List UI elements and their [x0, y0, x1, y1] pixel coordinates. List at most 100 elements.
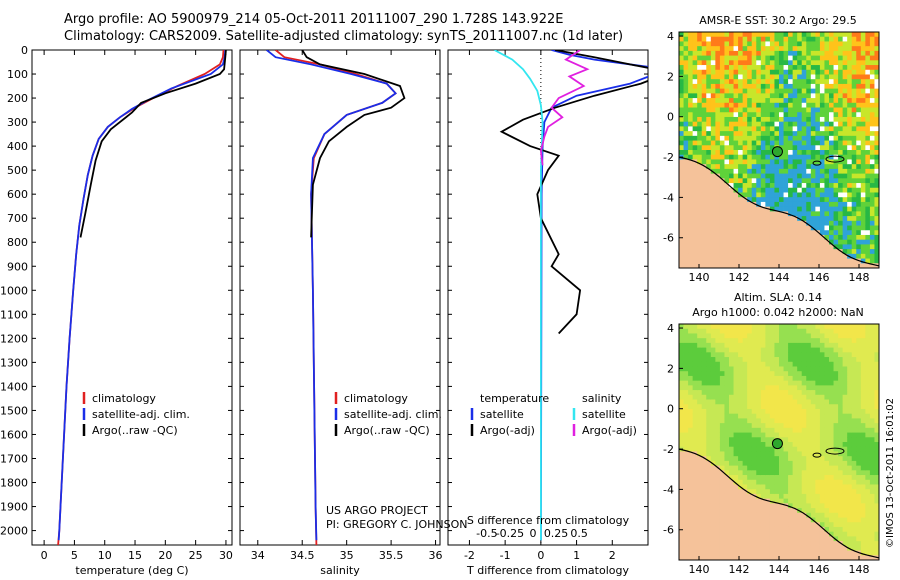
sst-map-cell [697, 201, 703, 208]
sst-map-cell [865, 173, 871, 179]
sla-map-cell [769, 522, 775, 528]
sst-map-cell [806, 107, 812, 113]
sla-map-cell [733, 545, 739, 551]
sst-map-cell [838, 168, 844, 174]
sst-map-cell [797, 69, 803, 75]
sst-map-cell [683, 112, 689, 118]
sst-map-cell [869, 211, 875, 217]
sla-map-cell [697, 328, 703, 334]
sst-map-cell [765, 145, 771, 151]
sst-map-cell [788, 206, 794, 212]
sla-map-cell [779, 484, 784, 490]
sla-map-cell [829, 375, 834, 382]
sst-map-cell [719, 183, 725, 189]
sla-map-cell [801, 541, 807, 547]
sla-map-cell [729, 442, 734, 448]
sst-map-cell [719, 187, 725, 193]
sst-map-cell [692, 98, 698, 104]
sst-map-cell [806, 253, 812, 259]
sla-map-cell [797, 352, 803, 358]
sla-map-cell [701, 342, 707, 348]
sla-map-cell [842, 550, 848, 556]
sst-map-cell [751, 98, 757, 104]
sla-map-cell [756, 522, 762, 528]
sla-map-cell [783, 442, 789, 448]
sst-map-cell [838, 50, 844, 56]
sst-map-cell [724, 234, 730, 241]
sla-map-cell [683, 508, 689, 514]
sst-map-cell [833, 253, 839, 259]
sla-map-cell [747, 512, 753, 518]
sla-map-cell [692, 522, 698, 528]
sst-map-cell [829, 244, 834, 250]
sst-map-cell [851, 187, 857, 193]
sst-map-cell [715, 46, 721, 52]
sla-map-cell [792, 526, 798, 533]
sst-map-cell [856, 126, 862, 132]
sla-map-cell [765, 451, 771, 457]
sst-map-cell [824, 187, 830, 193]
sla-map-cell [829, 531, 834, 537]
sst-map-cell [701, 55, 707, 61]
sst-map-cell [724, 225, 730, 231]
sla-map-cell [760, 324, 766, 330]
sst-map-cell [842, 211, 848, 217]
sst-map-cell [756, 41, 762, 47]
sst-map-cell [792, 102, 798, 108]
sst-map-cell [706, 69, 712, 75]
sst-map-cell [806, 159, 812, 165]
sla-map-cell [692, 347, 698, 353]
sst-map-cell [724, 41, 730, 47]
sst-map-cell [710, 69, 716, 75]
sla-map-cell [779, 555, 784, 560]
sst-map-cell [815, 88, 821, 94]
sla-map-cell [724, 375, 730, 382]
depth-tick-label: 1300 [0, 356, 28, 369]
sst-map-cell [715, 88, 721, 94]
sst-map-cell [819, 173, 825, 179]
sst-map-cell [701, 216, 707, 222]
sst-map-cell [715, 150, 721, 156]
sst-map-cell [679, 46, 684, 52]
sla-map-cell [774, 536, 780, 542]
sst-map-cell [792, 145, 798, 151]
sla-map-cell [774, 470, 780, 476]
sla-map-cell [710, 451, 716, 457]
sla-map-cell [819, 545, 825, 551]
sst-map-cell [724, 131, 730, 137]
sst-map-cell [742, 107, 748, 113]
sst-map-cell [801, 154, 807, 160]
sla-map-cell [797, 522, 803, 528]
sla-map-cell [751, 545, 757, 551]
sla-map-cell [679, 460, 684, 466]
sla-map-cell [856, 333, 862, 339]
sst-map-cell [819, 154, 825, 160]
sst-map-cell [742, 168, 748, 174]
sst-map-cell [683, 93, 689, 99]
sst-map-cell [742, 88, 748, 94]
sst-map-cell [706, 41, 712, 47]
sla-map-cell [747, 333, 753, 339]
sst-map-cell [719, 164, 725, 170]
sla-map-cell [760, 371, 766, 377]
sla-map-cell [842, 541, 848, 547]
sst-map-cell [797, 41, 803, 47]
sst-map-cell [738, 159, 744, 165]
sst-map-cell [697, 121, 703, 127]
sla-map-cell [747, 357, 753, 363]
sst-map-cell [710, 230, 716, 236]
sst-map-cell [797, 159, 803, 165]
sla-map-cell [729, 550, 734, 556]
sst-map-cell [783, 140, 789, 146]
sst-map-cell [706, 140, 712, 146]
sla-map-cell [733, 442, 739, 448]
sla-map-cell [706, 390, 712, 396]
sst-map-cell [738, 154, 744, 160]
sst-map-cell [774, 36, 780, 42]
sla-map-cell [847, 512, 853, 518]
sst-map-cell [792, 197, 798, 203]
sla-map-cell [797, 385, 803, 391]
sla-map-cell [719, 545, 725, 551]
sla-map-cell [851, 375, 857, 382]
sst-map-cell [865, 107, 871, 113]
